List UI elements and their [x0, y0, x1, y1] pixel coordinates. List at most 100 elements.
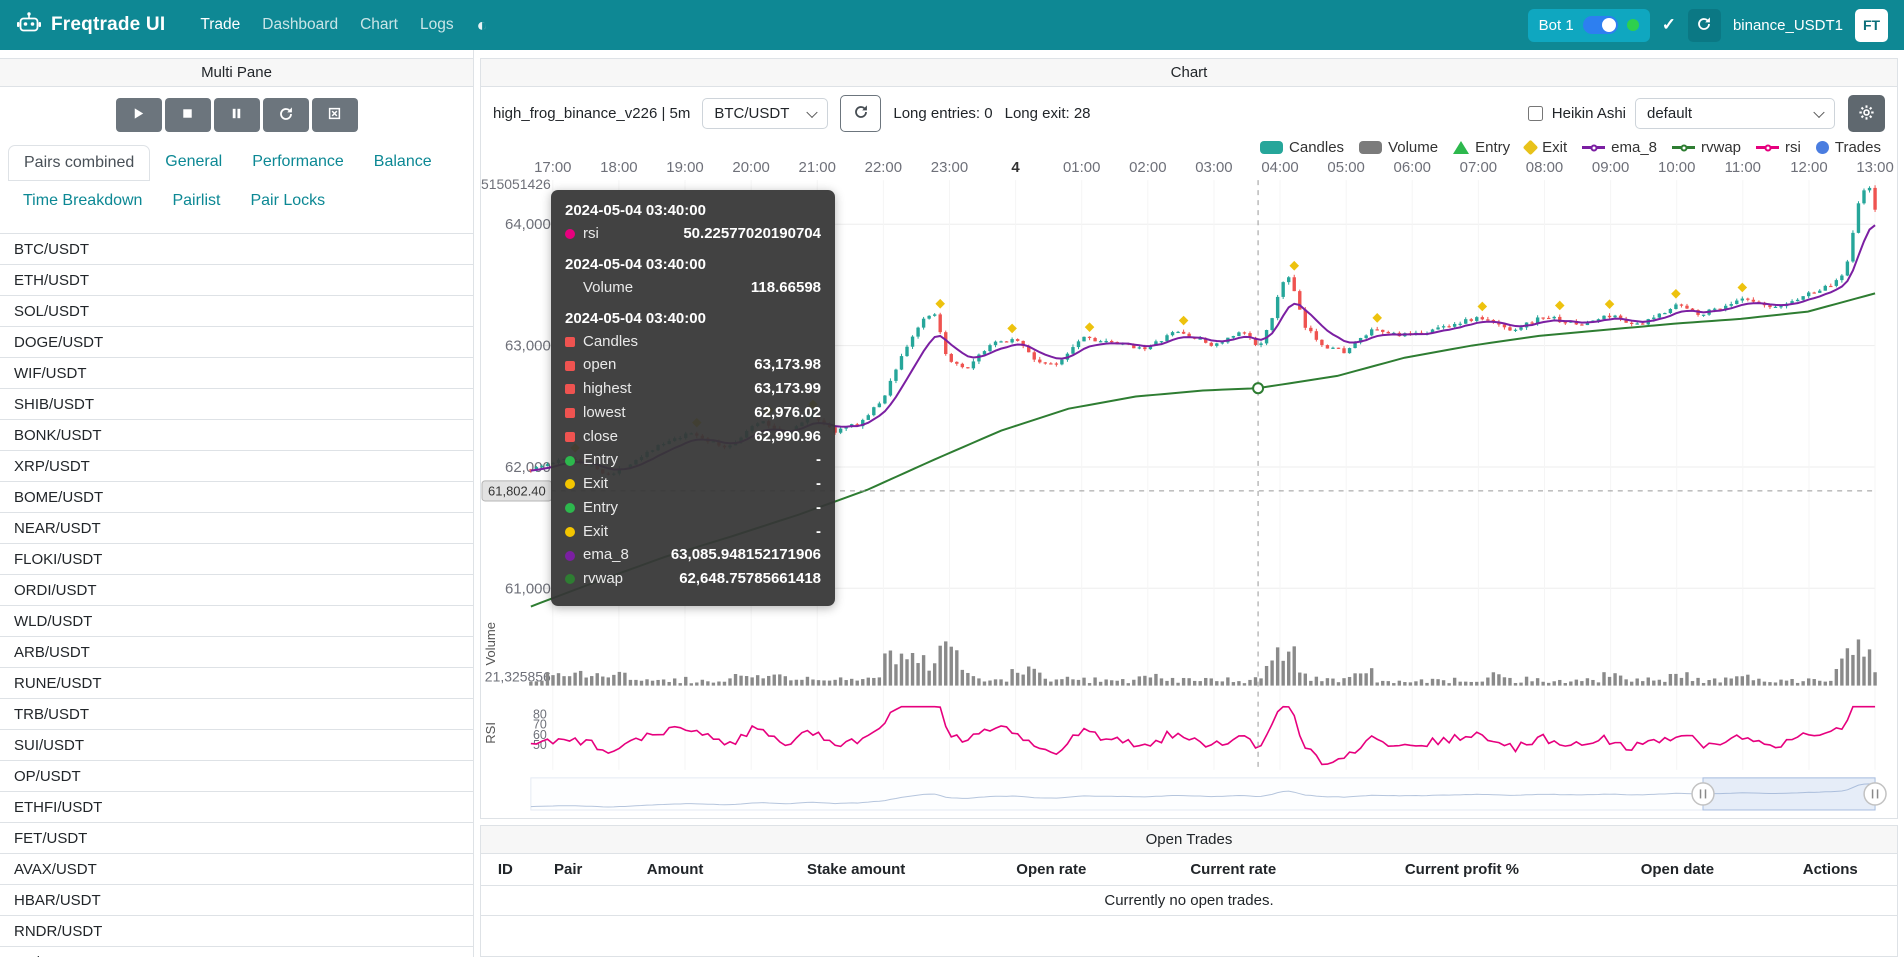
pair-row-avax-usdt[interactable]: AVAX/USDT [0, 854, 473, 885]
legend-exit[interactable]: Exit [1522, 139, 1567, 156]
datazoom-handle[interactable] [1691, 782, 1715, 806]
pair-row-sol-usdt[interactable]: SOL/USDT [0, 296, 473, 327]
svg-text:Volume: Volume [483, 622, 498, 666]
nav-item-logs[interactable]: Logs [419, 16, 454, 33]
pause-button[interactable] [213, 98, 260, 132]
datazoom-window[interactable] [1702, 777, 1876, 811]
pair-row-floki-usdt[interactable]: FLOKI/USDT [0, 544, 473, 575]
svg-text:515051426: 515051426 [481, 176, 551, 192]
tab-pairs-combined[interactable]: Pairs combined [8, 145, 151, 181]
nav-item-chart[interactable]: Chart [360, 16, 398, 33]
bot-online-dot [1626, 19, 1639, 31]
pair-row-btc-usdt[interactable]: BTC/USDT [0, 234, 473, 265]
legend-entry[interactable]: Entry [1453, 139, 1510, 156]
reload-button[interactable] [262, 98, 309, 132]
play-button[interactable] [115, 98, 162, 132]
nav-item-dashboard[interactable]: Dashboard [262, 16, 339, 33]
candles-legend-icon [1260, 141, 1284, 154]
bot-controls [0, 87, 473, 141]
pair-row-wld-usdt[interactable]: WLD/USDT [0, 606, 473, 637]
refresh-icon [1696, 16, 1712, 35]
stop-icon [180, 106, 195, 124]
svg-text:64,000: 64,000 [505, 216, 551, 233]
svg-text:11:00: 11:00 [1725, 159, 1761, 176]
trades-legend-icon [1815, 141, 1829, 154]
chart-body: 64,000 63,000 62,000 61,000 17:00 18:00 19:00 2… [481, 156, 1897, 818]
brand[interactable]: Freqtrade UI [16, 10, 165, 40]
candlestick-chart[interactable]: 64,000 63,000 62,000 61,000 17:00 18:00 19:00 2… [481, 156, 1897, 818]
tab-performance[interactable]: Performance [252, 153, 344, 170]
legend-rsi[interactable]: rsi [1756, 139, 1801, 156]
column-header-open-date: Open date [1591, 854, 1764, 886]
datazoom-handle[interactable] [1863, 782, 1887, 806]
legend-trades[interactable]: Trades [1815, 139, 1881, 156]
chart-controls: high_frog_binance_v226 | 5m BTC/USDT Lon… [481, 87, 1897, 134]
column-header-open-rate: Open rate [968, 854, 1134, 886]
pair-row-bome-usdt[interactable]: BOME/USDT [0, 482, 473, 513]
svg-text:08:00: 08:00 [1526, 159, 1563, 176]
legend-rvwap[interactable]: rvwap [1672, 139, 1741, 156]
pair-row-trb-usdt[interactable]: TRB/USDT [0, 699, 473, 730]
pair-row-ar-usdt[interactable]: AR/USDT [0, 947, 473, 957]
chart-controls-right: Heikin Ashi default [1527, 95, 1885, 132]
pair-row-rndr-usdt[interactable]: RNDR/USDT [0, 916, 473, 947]
pair-row-rune-usdt[interactable]: RUNE/USDT [0, 668, 473, 699]
avatar[interactable]: FT [1855, 8, 1888, 42]
heikin-ashi-label[interactable]: Heikin Ashi [1551, 105, 1626, 122]
theme-toggle-icon[interactable]: ◐ [476, 14, 488, 35]
stop-button[interactable] [164, 98, 211, 132]
pair-row-ordi-usdt[interactable]: ORDI/USDT [0, 575, 473, 606]
right-column: Chart high_frog_binance_v226 | 5m BTC/US… [474, 50, 1904, 957]
nav-item-trade[interactable]: Trade [200, 16, 241, 33]
pair-row-arb-usdt[interactable]: ARB/USDT [0, 637, 473, 668]
pair-row-fet-usdt[interactable]: FET/USDT [0, 823, 473, 854]
pair-row-shib-usdt[interactable]: SHIB/USDT [0, 389, 473, 420]
tab-balance[interactable]: Balance [373, 153, 432, 170]
tab-pair-locks[interactable]: Pair Locks [250, 192, 326, 209]
heikin-ashi-checkbox[interactable] [1527, 106, 1543, 121]
gear-icon [1858, 104, 1875, 124]
main-content: Multi Pane Pairs combined General Performa… [0, 50, 1904, 957]
chart-refresh-button[interactable] [840, 95, 882, 132]
bot-toggle[interactable] [1582, 16, 1618, 34]
column-header-pair: Pair [529, 854, 607, 886]
pair-select[interactable]: BTC/USDT [702, 98, 829, 129]
check-icon: ✓ [1661, 15, 1676, 34]
global-refresh-button[interactable] [1687, 8, 1721, 42]
pair-row-op-usdt[interactable]: OP/USDT [0, 761, 473, 792]
column-header-current-rate: Current rate [1133, 854, 1333, 886]
pair-row-bonk-usdt[interactable]: BONK/USDT [0, 420, 473, 451]
column-header-actions: Actions [1763, 854, 1897, 886]
open-trades-card: Open Trades ID Pair Amount Stake amount Open… [480, 825, 1898, 957]
legend-candles[interactable]: Candles [1260, 139, 1344, 156]
pair-row-wif-usdt[interactable]: WIF/USDT [0, 358, 473, 389]
forceexit-button[interactable] [311, 98, 358, 132]
pair-row-ethfi-usdt[interactable]: ETHFI/USDT [0, 792, 473, 823]
tab-time-breakdown[interactable]: Time Breakdown [23, 192, 143, 209]
forceexit-icon [327, 106, 342, 124]
bot-selector[interactable]: Bot 1 [1527, 8, 1650, 42]
tab-general[interactable]: General [165, 153, 223, 170]
svg-text:04:00: 04:00 [1261, 159, 1298, 176]
legend-volume[interactable]: Volume [1359, 139, 1438, 156]
plot-settings-button[interactable] [1848, 95, 1885, 132]
pair-row-hbar-usdt[interactable]: HBAR/USDT [0, 885, 473, 916]
main-nav: Trade Dashboard Chart Logs [189, 8, 464, 42]
pair-row-near-usdt[interactable]: NEAR/USDT [0, 513, 473, 544]
entry-legend-icon [1453, 141, 1470, 154]
svg-text:62,000: 62,000 [505, 459, 551, 476]
tab-pairlist[interactable]: Pairlist [172, 192, 221, 209]
app-title: Freqtrade UI [51, 14, 166, 35]
legend-label: Trades [1834, 139, 1881, 156]
legend-ema_8[interactable]: ema_8 [1582, 139, 1657, 156]
pair-row-doge-usdt[interactable]: DOGE/USDT [0, 327, 473, 358]
svg-text:61,802.40: 61,802.40 [488, 483, 546, 498]
pair-row-xrp-usdt[interactable]: XRP/USDT [0, 451, 473, 482]
svg-text:12:00: 12:00 [1790, 159, 1827, 176]
pair-row-eth-usdt[interactable]: ETH/USDT [0, 265, 473, 296]
svg-text:07:00: 07:00 [1460, 159, 1497, 176]
svg-text:13:00: 13:00 [1856, 159, 1893, 176]
legend-label: Volume [1388, 139, 1439, 156]
pair-row-sui-usdt[interactable]: SUI/USDT [0, 730, 473, 761]
plot-config-select[interactable]: default [1635, 98, 1835, 129]
